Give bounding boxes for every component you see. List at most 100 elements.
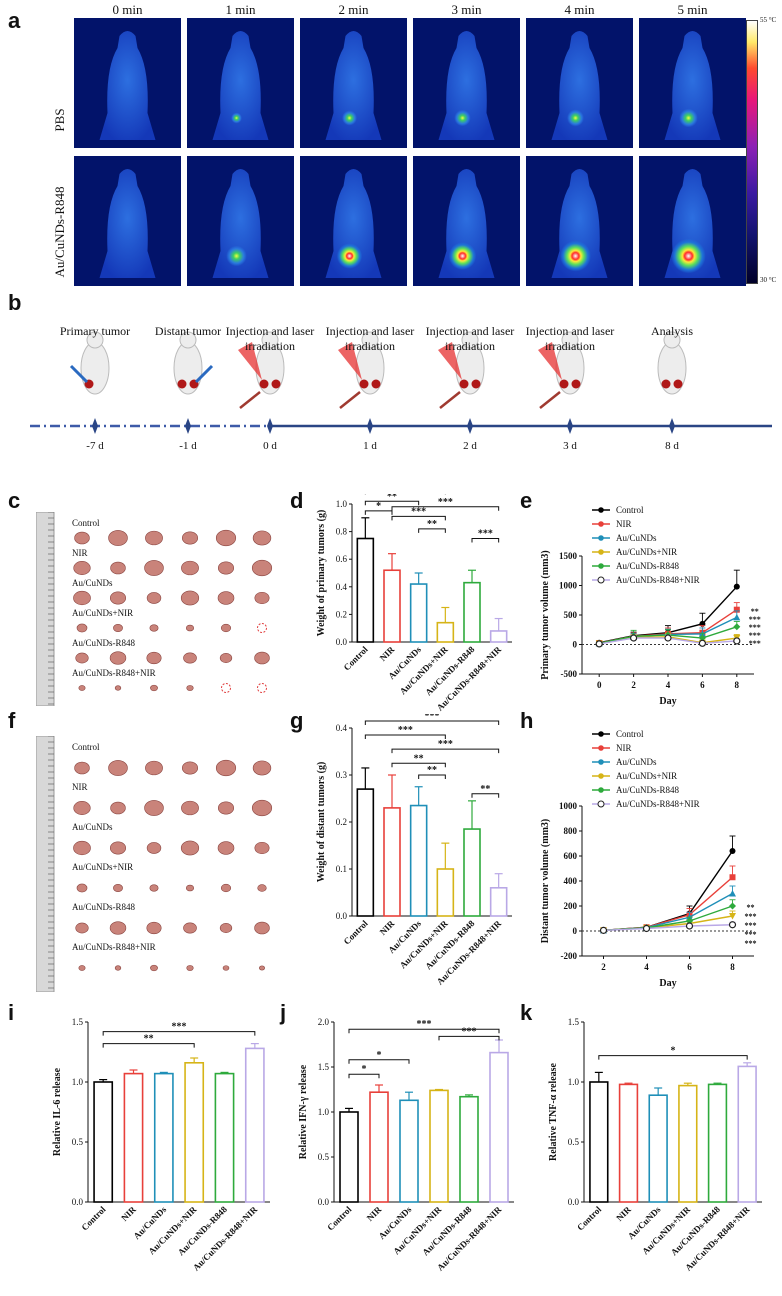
- mouse-body: [325, 31, 382, 140]
- thermal-image-pbs-3: [413, 18, 520, 148]
- significance-bracket: [391, 506, 500, 511]
- chart-ifn-gamma-release: 0.0 0.5 1.0 1.5 2.0 Relative IFN-γ release Con…: [298, 1017, 514, 1273]
- tumor: [149, 624, 159, 632]
- x-tick-label: 4: [666, 680, 671, 690]
- data-point-au-cunds-r848-nir: [599, 926, 608, 934]
- tumor: [222, 965, 230, 971]
- legend-label-au-cunds-nir: Au/CuNDs+NIR: [616, 771, 677, 781]
- tumor-right: [571, 379, 581, 389]
- tumor: [254, 651, 270, 665]
- timeline-marker: [267, 418, 273, 434]
- panel-letter-a: a: [8, 8, 21, 33]
- significance-label: *: [377, 1050, 382, 1061]
- chart-distant-tumor-volume: -200 0 200 400 600 800 1000 2 4 6 8 Day Distant tumo…: [540, 729, 757, 989]
- timeline-marker: [669, 418, 675, 434]
- legend-marker: [597, 576, 605, 584]
- tumor: [185, 624, 195, 632]
- time-label-5-min: 5 min: [677, 2, 708, 17]
- bar-au-cunds: [409, 583, 428, 643]
- panel-letter-k: k: [520, 1000, 533, 1025]
- bar-nir: [383, 569, 401, 643]
- timeline-event-5: Injection and laser irradiation: [525, 324, 615, 353]
- tumor-left: [177, 379, 187, 389]
- significance-bracket: [471, 793, 500, 798]
- tumor-left: [459, 379, 469, 389]
- legend-marker: [598, 745, 604, 751]
- timeline-day-5: 3 d: [563, 440, 577, 452]
- y-tick-label: 600: [564, 851, 578, 861]
- timeline-marker: [92, 418, 98, 434]
- significance-bracket: [348, 1073, 380, 1079]
- bar-au-cunds-r848-nir: [489, 1051, 509, 1203]
- timeline-event-0: Primary tumor: [59, 324, 131, 338]
- significance-label: ***: [745, 930, 757, 939]
- data-point-control: [733, 583, 740, 590]
- y-tick-label: 0.0: [568, 1197, 580, 1207]
- significance-label: **: [480, 784, 490, 795]
- panel-letter-e: e: [520, 488, 533, 513]
- tumor-hotspot: [448, 242, 477, 270]
- x-tick-label-control: Control: [342, 918, 371, 947]
- timeline-day-4: 2 d: [463, 440, 477, 452]
- y-tick-label: 0.5: [318, 1152, 330, 1162]
- bar-au-cunds: [648, 1094, 668, 1203]
- tumor: [252, 760, 272, 776]
- tumor-left: [661, 379, 671, 389]
- tumor-left: [259, 379, 269, 389]
- y-tick-label: 1000: [559, 581, 578, 591]
- significance-label: **: [387, 494, 397, 502]
- legend-marker: [598, 521, 604, 527]
- bar-nir: [618, 1083, 639, 1203]
- panel-letter-f: f: [8, 708, 16, 733]
- bar-au-cunds: [153, 1072, 174, 1203]
- y-axis-label: Relative IFN-γ release: [298, 1064, 309, 1159]
- data-point-au-cunds-r848: [698, 634, 706, 642]
- tumor: [217, 561, 235, 575]
- tumor: [257, 884, 267, 892]
- significance-label: ***: [411, 506, 426, 517]
- laser-beam: [438, 342, 462, 380]
- legend-marker: [598, 759, 604, 765]
- timeline-marker: [467, 418, 473, 434]
- y-tick-label: 0.3: [336, 770, 348, 780]
- significance-label: ***: [462, 1026, 477, 1037]
- series-line-control: [603, 850, 734, 932]
- y-tick-label: 0.0: [336, 637, 348, 647]
- laser-beam: [338, 342, 362, 380]
- tumor: [219, 653, 233, 663]
- thermal-image-pbs-4: [526, 18, 633, 148]
- significance-label: ***: [438, 497, 453, 508]
- tumor-group-label-control: Control: [72, 518, 100, 528]
- mouse-head: [86, 331, 104, 349]
- mouse-body: [99, 31, 156, 140]
- tumor: [73, 801, 91, 815]
- mouse-body: [438, 31, 495, 140]
- tumor-hotspot: [671, 238, 706, 274]
- tumor: [254, 591, 270, 605]
- data-point-au-cunds-r848-nir: [664, 634, 672, 642]
- tumor: [74, 761, 90, 775]
- y-tick-label: 0.5: [568, 1137, 580, 1147]
- y-axis-label: Weight of primary tumors (g): [316, 510, 327, 637]
- tumor: [75, 652, 89, 664]
- y-axis-label: Relative TNF-α release: [548, 1062, 559, 1161]
- tumor: [146, 651, 162, 665]
- significance-bracket: [102, 1043, 195, 1048]
- bar-au-cunds-r848: [459, 1095, 479, 1203]
- syringe: [439, 391, 461, 409]
- data-point-nir: [733, 606, 740, 613]
- legend-marker: [598, 549, 604, 555]
- tumor-group-label-au-cunds-r848: Au/CuNDs-R848: [72, 902, 136, 912]
- bar-au-cunds: [409, 804, 428, 917]
- legend-marker: [598, 787, 604, 793]
- timeline-day-6: 8 d: [665, 440, 679, 452]
- thermal-image-au-cunds-r848-1: [187, 156, 294, 286]
- significance-bracket: [364, 510, 393, 515]
- ruler: [35, 735, 55, 993]
- significance-label: **: [751, 607, 759, 616]
- tumor: [180, 590, 200, 606]
- significance-bracket: [348, 1059, 410, 1064]
- x-axis-label: Day: [659, 978, 676, 989]
- legend-label-au-cunds-r848-nir: Au/CuNDs-R848+NIR: [616, 575, 700, 585]
- tumor: [149, 884, 159, 892]
